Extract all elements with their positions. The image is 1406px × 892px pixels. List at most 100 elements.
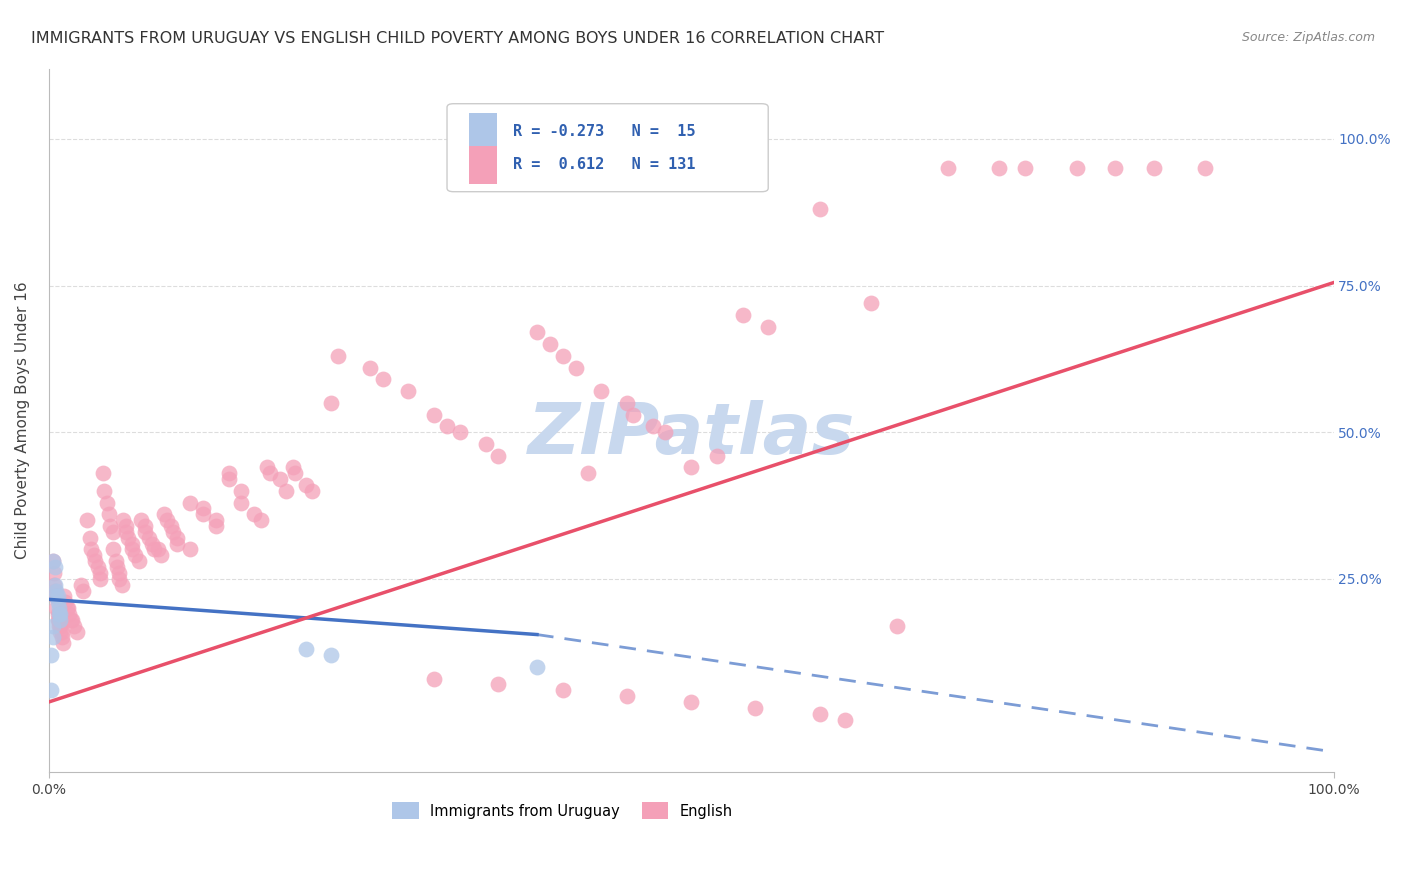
Point	[166, 531, 188, 545]
Point	[45, 590, 67, 604]
Point	[231, 495, 253, 509]
Point	[526, 660, 548, 674]
Point	[988, 161, 1011, 176]
Point	[83, 549, 105, 563]
Point	[129, 513, 152, 527]
Point	[46, 590, 69, 604]
Point	[89, 572, 111, 586]
Point	[621, 408, 644, 422]
Point	[259, 467, 281, 481]
Point	[218, 472, 240, 486]
Point	[111, 577, 134, 591]
Point	[41, 683, 63, 698]
Point	[79, 531, 101, 545]
Point	[153, 508, 176, 522]
Point	[89, 566, 111, 580]
Point	[808, 706, 831, 721]
Point	[249, 513, 271, 527]
Point	[936, 161, 959, 176]
Point	[49, 624, 72, 639]
Point	[56, 601, 79, 615]
Text: Source: ZipAtlas.com: Source: ZipAtlas.com	[1241, 31, 1375, 45]
Point	[96, 495, 118, 509]
Point	[141, 536, 163, 550]
Point	[53, 590, 76, 604]
Point	[146, 542, 169, 557]
Point	[49, 613, 72, 627]
Point	[159, 519, 181, 533]
FancyBboxPatch shape	[468, 112, 498, 152]
Point	[156, 513, 179, 527]
Point	[321, 648, 343, 662]
Point	[301, 483, 323, 498]
Point	[100, 519, 122, 533]
Point	[143, 542, 166, 557]
Point	[326, 349, 349, 363]
Point	[859, 296, 882, 310]
Point	[84, 554, 107, 568]
Point	[44, 560, 66, 574]
Point	[551, 349, 574, 363]
Point	[60, 613, 83, 627]
Point	[744, 701, 766, 715]
Point	[42, 566, 65, 580]
Point	[538, 337, 561, 351]
Point	[63, 619, 86, 633]
Point	[124, 549, 146, 563]
Point	[93, 483, 115, 498]
Point	[886, 619, 908, 633]
Point	[591, 384, 613, 398]
Point	[808, 202, 831, 217]
Point	[108, 572, 131, 586]
Point	[105, 560, 128, 574]
Text: R =  0.612   N = 131: R = 0.612 N = 131	[513, 158, 695, 172]
Point	[45, 601, 67, 615]
Point	[41, 619, 63, 633]
Point	[166, 536, 188, 550]
Point	[44, 577, 66, 591]
Point	[616, 689, 638, 703]
Point	[191, 508, 214, 522]
Point	[371, 372, 394, 386]
Point	[162, 524, 184, 539]
Point	[243, 508, 266, 522]
Point	[576, 467, 599, 481]
Point	[114, 519, 136, 533]
Point	[231, 483, 253, 498]
Point	[45, 583, 67, 598]
Point	[76, 513, 98, 527]
Point	[48, 619, 70, 633]
Point	[681, 460, 703, 475]
Point	[101, 542, 124, 557]
Point	[436, 419, 458, 434]
Point	[86, 560, 108, 574]
Point	[80, 542, 103, 557]
Point	[1066, 161, 1088, 176]
Point	[41, 554, 63, 568]
Point	[1143, 161, 1166, 176]
Point	[44, 590, 66, 604]
Point	[294, 642, 316, 657]
Point	[204, 519, 226, 533]
Point	[756, 319, 779, 334]
Point	[91, 467, 114, 481]
Point	[48, 601, 70, 615]
Point	[128, 554, 150, 568]
Point	[45, 590, 67, 604]
Point	[706, 449, 728, 463]
Point	[256, 460, 278, 475]
Text: IMMIGRANTS FROM URUGUAY VS ENGLISH CHILD POVERTY AMONG BOYS UNDER 16 CORRELATION: IMMIGRANTS FROM URUGUAY VS ENGLISH CHILD…	[31, 31, 884, 46]
Point	[49, 619, 72, 633]
Point	[149, 549, 172, 563]
Point	[52, 636, 75, 650]
Point	[42, 577, 65, 591]
Point	[66, 624, 89, 639]
Point	[108, 566, 131, 580]
Point	[134, 524, 156, 539]
Point	[46, 595, 69, 609]
Y-axis label: Child Poverty Among Boys Under 16: Child Poverty Among Boys Under 16	[15, 282, 30, 559]
Legend: Immigrants from Uruguay, English: Immigrants from Uruguay, English	[387, 797, 738, 825]
Point	[321, 396, 343, 410]
Point	[51, 631, 73, 645]
Point	[276, 483, 298, 498]
